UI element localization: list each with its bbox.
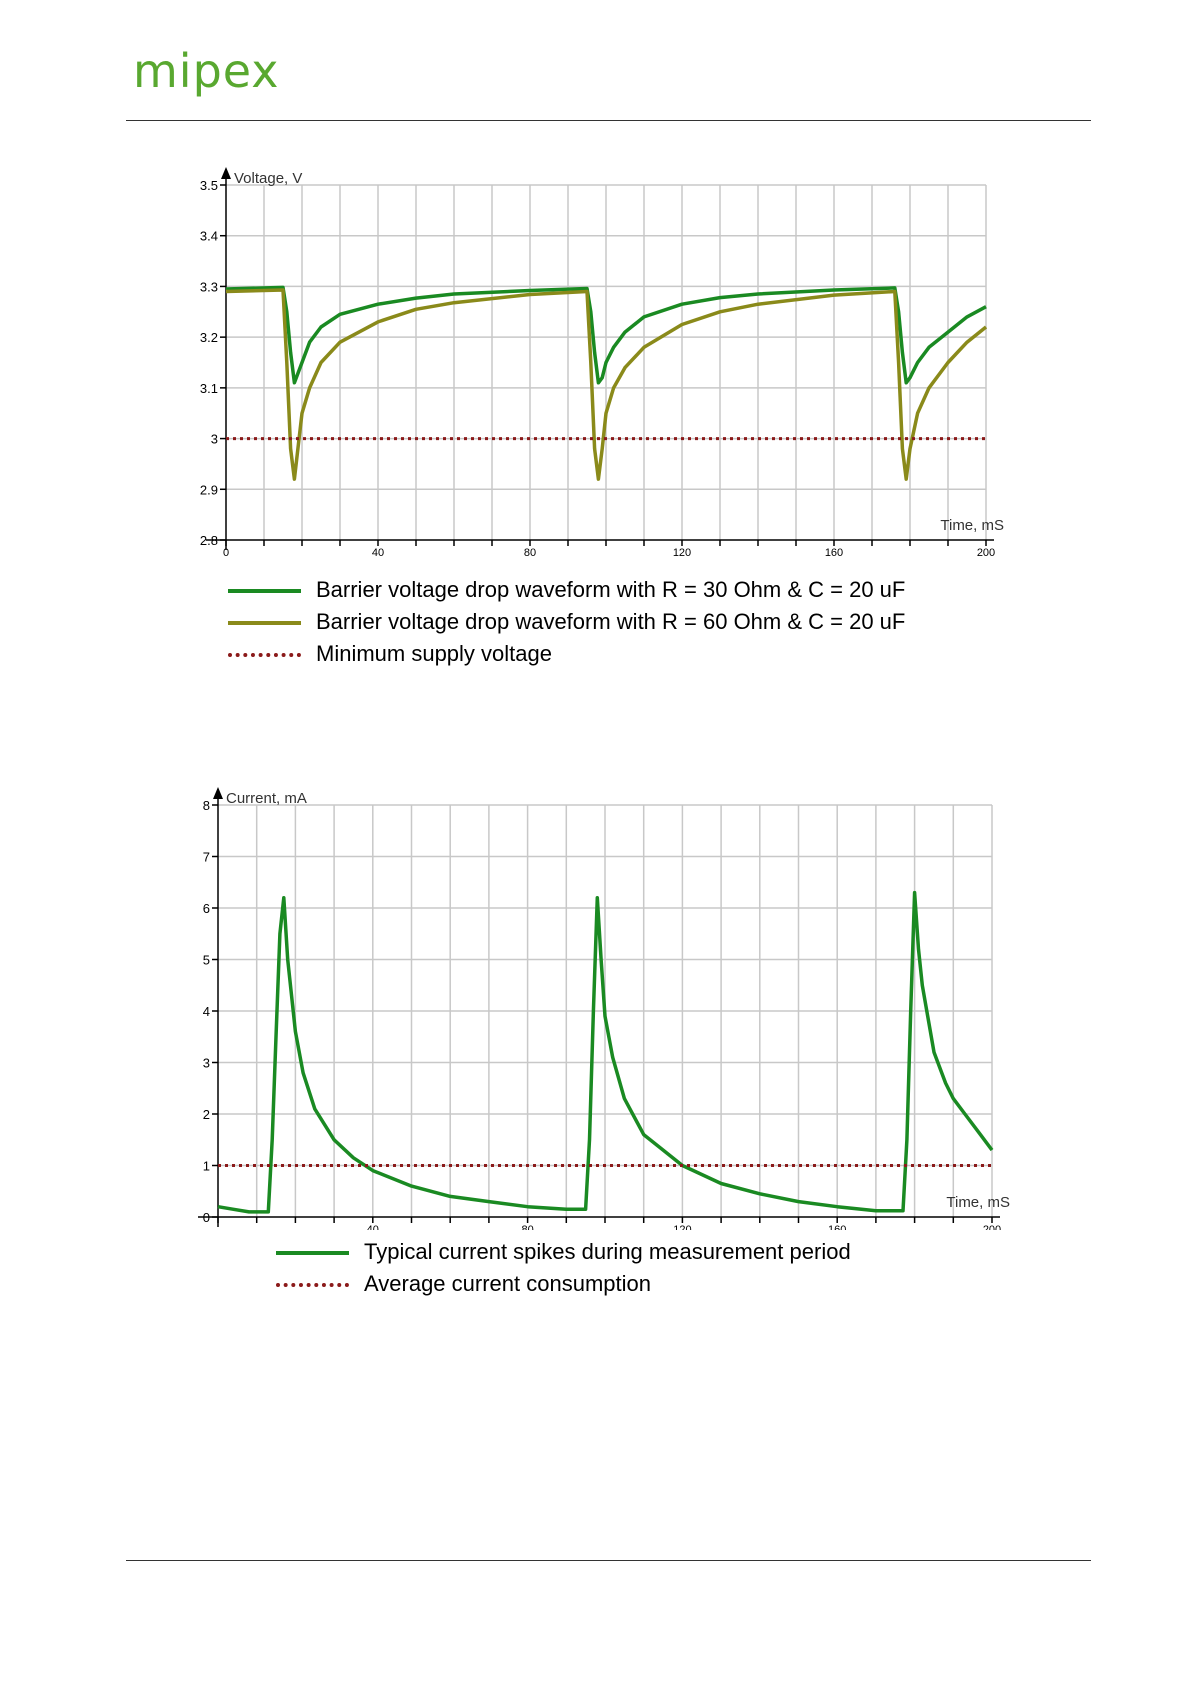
legend-label: Average current consumption — [364, 1271, 651, 1296]
series-line — [225, 285, 987, 385]
x-tick-label: 120 — [673, 1224, 691, 1230]
y-tick-label: 3.3 — [200, 279, 218, 294]
y-tick-label: 0 — [203, 1210, 210, 1225]
y-axis-arrow-icon — [213, 787, 223, 799]
x-tick-label: 160 — [825, 547, 843, 559]
y-tick-label: 6 — [203, 901, 210, 916]
y-tick-label: 8 — [203, 798, 210, 813]
header-rule — [126, 120, 1091, 121]
y-tick-label: 3.4 — [200, 229, 218, 244]
y-tick-label: 3.2 — [200, 330, 218, 345]
x-tick-label: 200 — [983, 1224, 1001, 1230]
y-tick-label: 4 — [203, 1004, 210, 1019]
y-tick-label: 2.8 — [200, 533, 218, 548]
legend-swatch-dotted — [228, 653, 301, 657]
series-line — [225, 288, 988, 481]
x-tick-label: 40 — [367, 1224, 379, 1230]
x-tick-label: 0 — [223, 547, 229, 559]
current-chart: 8 7 6 5 4 3 2 1 0 40 80 120 160 200 Current, mA Time, m… — [180, 780, 1010, 1236]
legend-swatch-green — [228, 589, 301, 593]
y-tick-label: 3 — [211, 432, 218, 447]
legend-swatch-olive — [228, 621, 301, 625]
series-line — [217, 890, 994, 1214]
x-tick-label: 80 — [524, 547, 536, 559]
voltage-chart: 3.5 3.4 3.3 3.2 3.1 3 2.9 2.8 0 40 80 120 160 200 Volt… — [190, 160, 1020, 575]
logo-text: mipex — [133, 44, 280, 98]
y-axis-title: Current, mA — [226, 790, 307, 807]
x-tick-label: 120 — [673, 547, 691, 559]
y-axis-arrow-icon — [221, 167, 231, 179]
x-axis-title: Time, mS — [946, 1194, 1010, 1211]
legend-label: Typical current spikes during measuremen… — [364, 1239, 851, 1264]
y-tick-label: 3.1 — [200, 381, 218, 396]
legend-swatch-dotted — [276, 1283, 349, 1287]
y-tick-label: 7 — [203, 850, 210, 865]
legend-swatch-green — [276, 1251, 349, 1255]
voltage-chart-svg: 3.5 3.4 3.3 3.2 3.1 3 2.9 2.8 0 40 80 120 160 200 Volt… — [200, 167, 1004, 559]
x-tick-label: 160 — [828, 1224, 846, 1230]
voltage-legend: Barrier voltage drop waveform with R = 3… — [228, 575, 1028, 675]
footer-rule — [126, 1560, 1091, 1561]
y-tick-label: 3 — [203, 1056, 210, 1071]
legend-label: Minimum supply voltage — [316, 641, 552, 666]
y-tick-label: 2 — [203, 1107, 210, 1122]
y-tick-label: 1 — [203, 1159, 210, 1174]
x-tick-label: 200 — [977, 547, 995, 559]
legend-label: Barrier voltage drop waveform with R = 6… — [316, 609, 906, 634]
current-chart-svg: 8 7 6 5 4 3 2 1 0 40 80 120 160 200 Current, mA Time, m… — [198, 787, 1010, 1236]
x-tick-label: 80 — [521, 1224, 533, 1230]
x-axis-title: Time, mS — [940, 517, 1004, 534]
legend-label: Barrier voltage drop waveform with R = 3… — [316, 577, 906, 602]
x-tick-label: 40 — [372, 547, 384, 559]
y-tick-label: 3.5 — [200, 178, 218, 193]
y-tick-label: 2.9 — [200, 482, 218, 497]
y-axis-title: Voltage, V — [234, 170, 302, 187]
y-tick-label: 5 — [203, 953, 210, 968]
current-legend: Typical current spikes during measuremen… — [276, 1237, 996, 1307]
